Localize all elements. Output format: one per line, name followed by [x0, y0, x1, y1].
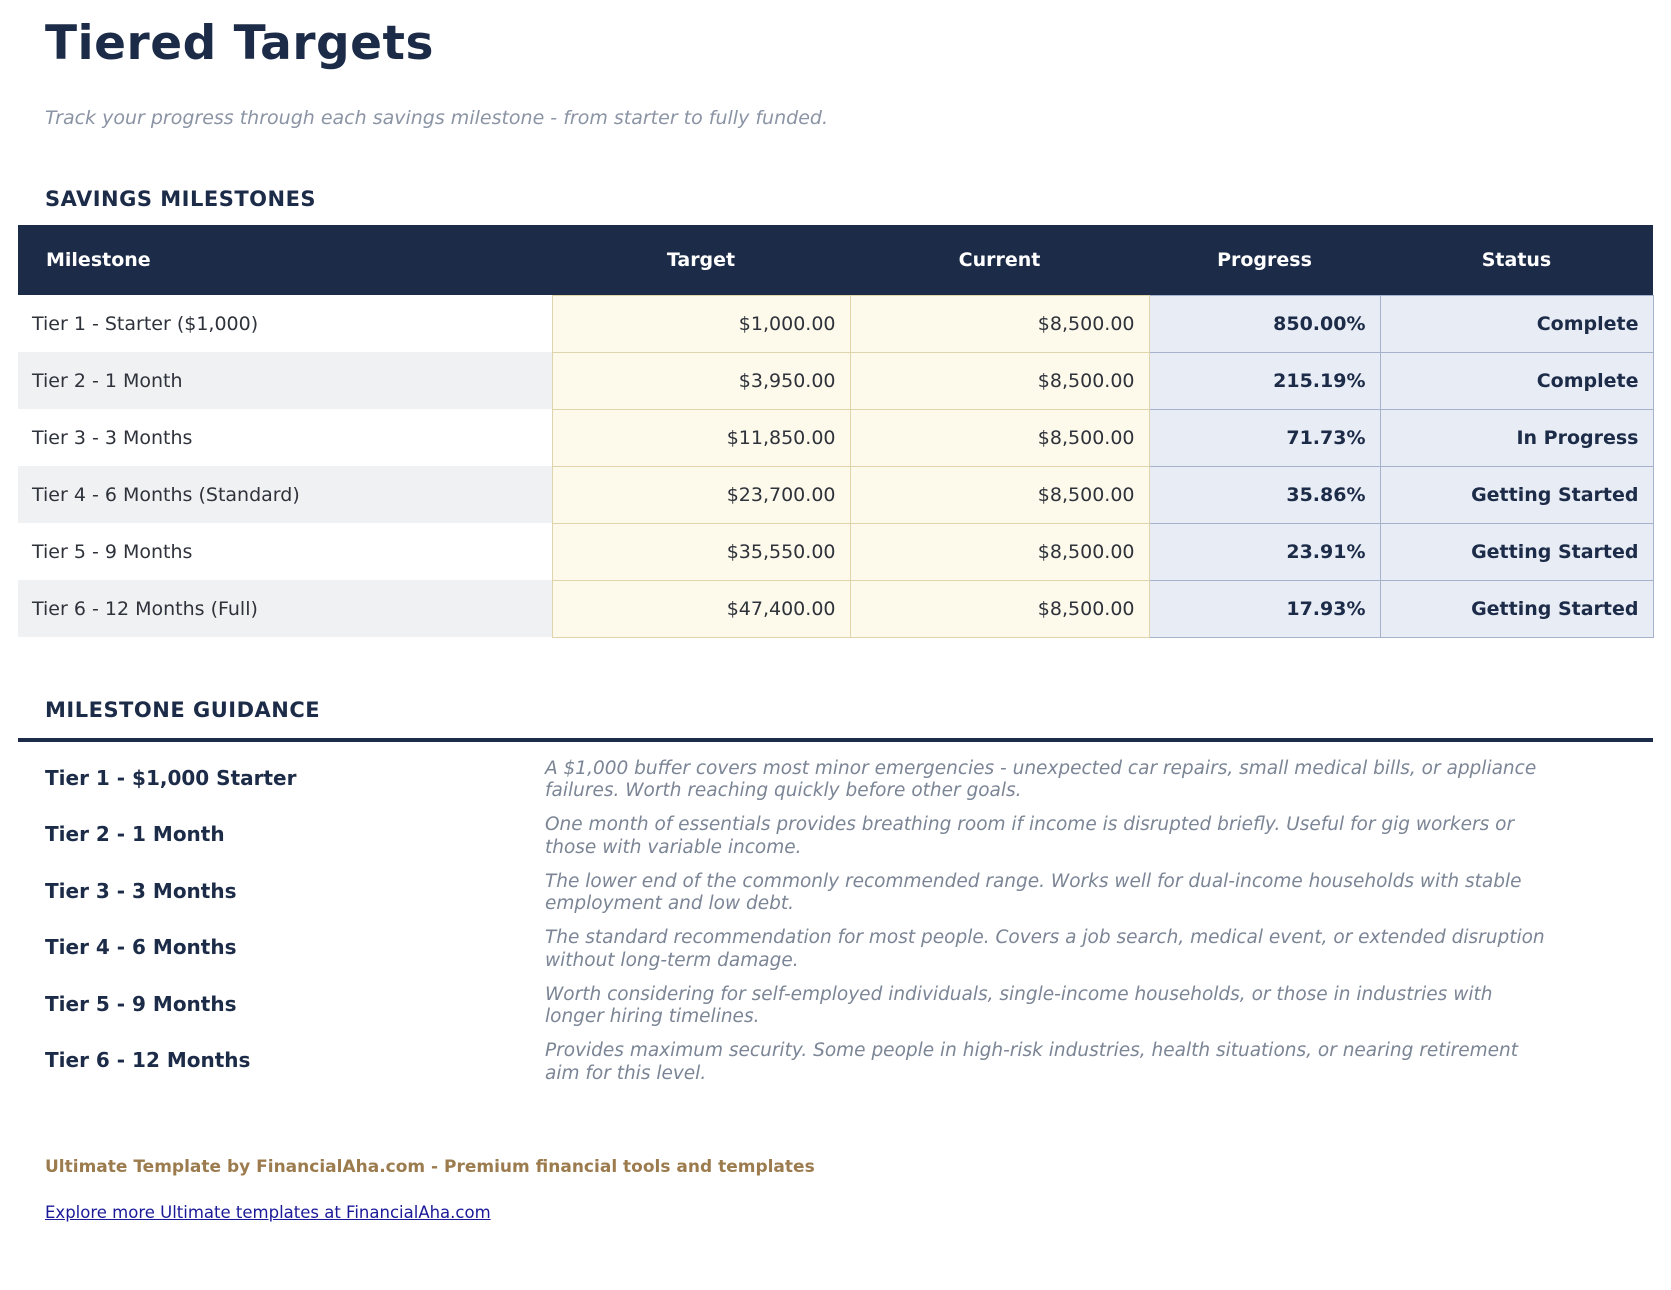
table-row: Tier 2 - 1 Month $3,950.00 $8,500.00 215… [18, 351, 1654, 410]
page-title: Tiered Targets [45, 16, 434, 71]
status-value-cell: Getting Started [1379, 522, 1654, 581]
milestone-name-cell: Tier 5 - 9 Months [18, 523, 552, 580]
current-value-cell[interactable]: $8,500.00 [849, 522, 1150, 581]
milestone-name-cell: Tier 1 - Starter ($1,000) [18, 295, 552, 352]
progress-value-cell: 35.86% [1148, 465, 1381, 524]
guidance-item: Tier 6 - 12 Months Provides maximum secu… [45, 1038, 1546, 1095]
guidance-tier-label: Tier 5 - 9 Months [45, 991, 237, 1016]
savings-milestones-heading: SAVINGS MILESTONES [45, 187, 317, 211]
table-header-row: Milestone Target Current Progress Status [18, 225, 1653, 295]
footer-explore-link[interactable]: Explore more Ultimate templates at Finan… [45, 1202, 491, 1222]
guidance-tier-description: The lower end of the commonly recommende… [545, 870, 1522, 915]
guidance-tier-description: A $1,000 buffer covers most minor emerge… [545, 757, 1537, 802]
milestone-name-cell: Tier 6 - 12 Months (Full) [18, 580, 552, 637]
current-value-cell[interactable]: $8,500.00 [849, 351, 1150, 410]
milestone-name-cell: Tier 3 - 3 Months [18, 409, 552, 466]
milestone-name-cell: Tier 4 - 6 Months (Standard) [18, 466, 552, 523]
table-row: Tier 4 - 6 Months (Standard) $23,700.00 … [18, 465, 1654, 524]
guidance-item: Tier 5 - 9 Months Worth considering for … [45, 982, 1546, 1039]
guidance-divider [18, 737, 1653, 742]
status-value-cell: Complete [1379, 351, 1654, 410]
page-subtitle: Track your progress through each savings… [45, 107, 828, 129]
status-value-cell: Complete [1379, 294, 1654, 353]
guidance-tier-description: One month of essentials provides breathi… [545, 814, 1515, 858]
footer-brand-line: Ultimate Template by FinancialAha.com - … [45, 1156, 815, 1177]
target-value-cell[interactable]: $35,550.00 [551, 522, 851, 581]
progress-value-cell: 850.00% [1148, 294, 1381, 353]
milestone-name-cell: Tier 2 - 1 Month [18, 352, 552, 409]
target-value-cell[interactable]: $1,000.00 [551, 294, 851, 353]
table-row: Tier 5 - 9 Months $35,550.00 $8,500.00 2… [18, 522, 1654, 581]
table-row: Tier 3 - 3 Months $11,850.00 $8,500.00 7… [18, 408, 1654, 467]
guidance-tier-description: The standard recommendation for most peo… [545, 927, 1545, 971]
guidance-tier-label: Tier 3 - 3 Months [45, 878, 237, 903]
progress-value-cell: 71.73% [1148, 408, 1381, 467]
savings-milestones-table: Milestone Target Current Progress Status… [18, 225, 1654, 638]
target-value-cell[interactable]: $3,950.00 [551, 351, 851, 410]
progress-value-cell: 23.91% [1148, 522, 1381, 581]
status-value-cell: In Progress [1379, 408, 1654, 467]
guidance-list: Tier 1 - $1,000 Starter A $1,000 buffer … [45, 756, 1546, 1095]
current-value-cell[interactable]: $8,500.00 [849, 465, 1150, 524]
column-header-progress: Progress [1149, 225, 1380, 295]
column-header-milestone: Milestone [18, 225, 552, 295]
target-value-cell[interactable]: $11,850.00 [551, 408, 851, 467]
progress-value-cell: 215.19% [1148, 351, 1381, 410]
guidance-item: Tier 4 - 6 Months The standard recommend… [45, 925, 1546, 982]
column-header-current: Current [850, 225, 1149, 295]
guidance-item: Tier 2 - 1 Month One month of essentials… [45, 812, 1546, 869]
status-value-cell: Getting Started [1379, 579, 1654, 638]
guidance-tier-label: Tier 6 - 12 Months [45, 1048, 251, 1072]
guidance-item: Tier 3 - 3 Months The lower end of the c… [45, 869, 1546, 926]
guidance-tier-label: Tier 4 - 6 Months [45, 935, 237, 959]
current-value-cell[interactable]: $8,500.00 [849, 294, 1150, 353]
guidance-item: Tier 1 - $1,000 Starter A $1,000 buffer … [45, 756, 1546, 813]
guidance-tier-description: Worth considering for self-employed indi… [545, 983, 1493, 1028]
status-value-cell: Getting Started [1379, 465, 1654, 524]
guidance-tier-label: Tier 2 - 1 Month [45, 822, 225, 846]
current-value-cell[interactable]: $8,500.00 [849, 408, 1150, 467]
table-row: Tier 6 - 12 Months (Full) $47,400.00 $8,… [18, 579, 1654, 638]
target-value-cell[interactable]: $23,700.00 [551, 465, 851, 524]
guidance-tier-label: Tier 1 - $1,000 Starter [45, 765, 297, 790]
target-value-cell[interactable]: $47,400.00 [551, 579, 851, 638]
column-header-status: Status [1380, 225, 1653, 295]
page: Tiered Targets Track your progress throu… [18, 16, 1654, 1222]
column-header-target: Target [552, 225, 850, 295]
milestone-guidance-heading: MILESTONE GUIDANCE [45, 697, 321, 722]
table-row: Tier 1 - Starter ($1,000) $1,000.00 $8,5… [18, 294, 1654, 353]
current-value-cell[interactable]: $8,500.00 [849, 579, 1150, 638]
progress-value-cell: 17.93% [1148, 579, 1381, 638]
guidance-tier-description: Provides maximum security. Some people i… [545, 1040, 1518, 1084]
